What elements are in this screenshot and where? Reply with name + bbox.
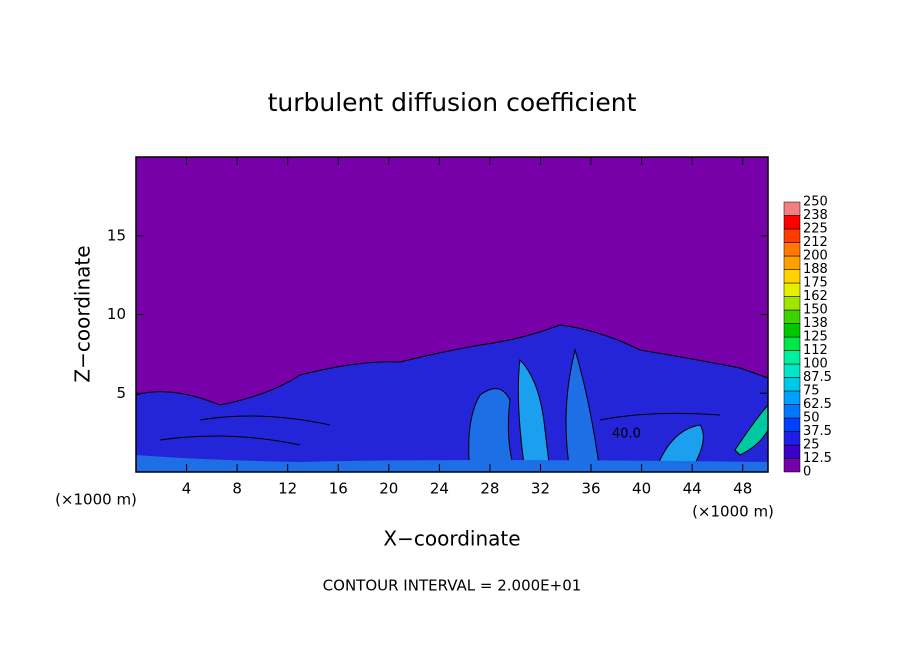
colorbar-swatch	[783, 215, 801, 230]
colorbar-swatch	[783, 390, 801, 405]
x-tick-label: 48	[733, 480, 752, 498]
x-unit-label: (×1000 m)	[692, 503, 774, 521]
contour-line	[159, 412, 721, 446]
field-swirl	[654, 424, 704, 473]
x-tick-label: 44	[683, 480, 702, 498]
x-tick-label: 20	[379, 480, 398, 498]
colorbar-label: 25	[803, 438, 820, 453]
y-tick-label: 5	[116, 384, 126, 402]
colorbar-label: 75	[803, 384, 820, 399]
colorbar-label: 162	[803, 289, 828, 304]
colorbar-label: 125	[803, 330, 828, 345]
colorbar-label: 12.5	[803, 451, 832, 466]
colorbar-label: 62.5	[803, 397, 832, 412]
field-swirl	[517, 358, 551, 473]
x-unit-label: (×1000 m)	[55, 491, 137, 509]
colorbar-swatch	[783, 336, 801, 351]
colorbar-swatch	[783, 228, 801, 243]
colorbar-swatch	[783, 444, 801, 459]
y-axis-label: Z−coordinate	[71, 245, 95, 382]
x-tick-label: 36	[581, 480, 600, 498]
colorbar-label: 100	[803, 357, 828, 372]
colorbar-label: 212	[803, 235, 828, 250]
colorbar-label: 112	[803, 343, 828, 358]
colorbar-label: 37.5	[803, 424, 832, 439]
x-tick-label: 32	[531, 480, 550, 498]
colorbar-swatch	[783, 201, 801, 216]
colorbar-swatch	[783, 255, 801, 270]
colorbar-swatch	[783, 323, 801, 338]
colorbar-label: 250	[803, 195, 828, 210]
colorbar-swatch	[783, 282, 801, 297]
contour-label: 40.0	[612, 427, 641, 442]
colorbar-label: 150	[803, 303, 828, 318]
colorbar-swatch	[783, 458, 801, 473]
colorbar-label: 188	[803, 262, 828, 277]
y-tick-label: 15	[107, 226, 126, 244]
y-tick-label: 10	[107, 305, 126, 323]
x-tick-label: 24	[430, 480, 449, 498]
colorbar-swatch	[783, 296, 801, 311]
field-swirl	[565, 348, 601, 473]
x-tick-label: 4	[182, 480, 192, 498]
colorbar-swatch	[783, 417, 801, 432]
colorbar-swatch	[783, 309, 801, 324]
field: 40.0	[135, 157, 769, 473]
colorbar-label: 87.5	[803, 370, 832, 385]
x-axis-label: X−coordinate	[383, 527, 520, 551]
colorbar-label: 175	[803, 276, 828, 291]
x-tick-label: 16	[329, 480, 348, 498]
x-tick-label: 28	[480, 480, 499, 498]
colorbar-swatch	[783, 363, 801, 378]
colorbar-label: 50	[803, 411, 820, 426]
field-region	[135, 324, 769, 473]
chart-title: turbulent diffusion coefficient	[268, 88, 637, 117]
field-swirl	[468, 388, 516, 473]
colorbar-swatch	[783, 350, 801, 365]
colorbar-swatch	[783, 242, 801, 257]
colorbar-label: 225	[803, 222, 828, 237]
x-tick-label: 12	[278, 480, 297, 498]
colorbar-label: 238	[803, 208, 828, 223]
colorbar-label: 138	[803, 316, 828, 331]
colorbar-swatch	[783, 431, 801, 446]
footer-note: CONTOUR INTERVAL = 2.000E+01	[323, 577, 582, 595]
x-tick-label: 40	[632, 480, 651, 498]
colorbar-swatch	[783, 377, 801, 392]
colorbar-swatch	[783, 269, 801, 284]
colorbar-swatch	[783, 404, 801, 419]
x-tick-label: 8	[232, 480, 242, 498]
colorbar-label: 0	[803, 465, 811, 480]
field-surface	[136, 455, 768, 472]
colorbar-label: 200	[803, 249, 828, 264]
